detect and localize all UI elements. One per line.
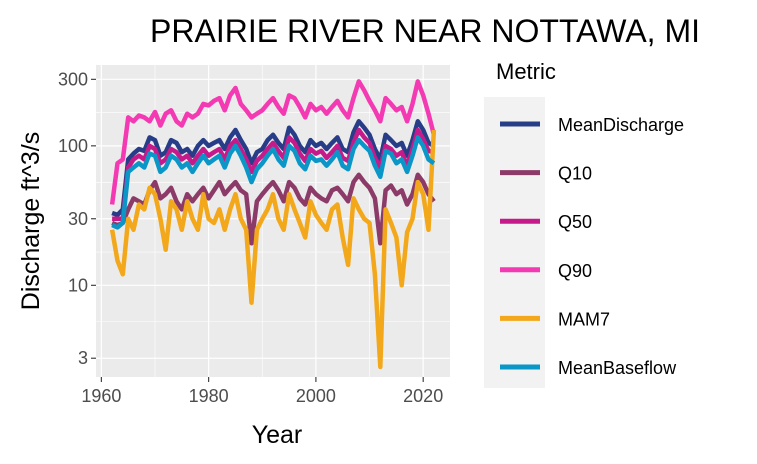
x-axis-title: Year <box>252 421 303 449</box>
legend-label-meandischarge: MeanDischarge <box>558 115 684 135</box>
x-tick-label: 1980 <box>189 386 229 406</box>
y-tick-label: 10 <box>68 275 88 295</box>
legend-label-q90: Q90 <box>558 261 592 281</box>
chart-title: PRAIRIE RIVER NEAR NOTTAWA, MI <box>150 13 700 49</box>
y-tick-label: 3 <box>78 348 88 368</box>
legend-label-meanbaseflow: MeanBaseflow <box>558 358 677 378</box>
series-line-mam7 <box>109 129 437 370</box>
x-tick-label: 2020 <box>403 386 443 406</box>
series-line-q10 <box>111 172 436 246</box>
series-lines <box>109 79 437 370</box>
y-tick-label: 30 <box>68 209 88 229</box>
y-axis: 3 10 30 100 300 <box>58 69 96 368</box>
legend-label-q10: Q10 <box>558 164 592 184</box>
x-tick-label: 2000 <box>296 386 336 406</box>
legend-label-mam7: MAM7 <box>558 309 610 329</box>
y-tick-label: 300 <box>58 69 88 89</box>
y-tick-label: 100 <box>58 136 88 156</box>
x-tick-label: 1960 <box>81 386 121 406</box>
series-line-q90 <box>109 79 437 205</box>
legend-label-q50: Q50 <box>558 212 592 232</box>
y-axis-title: Discharge ft^3/s <box>17 132 45 310</box>
series-line-meanbaseflow <box>111 135 436 230</box>
legend-title: Metric <box>496 59 556 84</box>
legend-background <box>484 97 545 388</box>
legend: MeanDischarge Q10 Q50 Q90 MAM7 MeanBaseflow <box>500 115 684 378</box>
x-axis: 1960 1980 2000 2020 <box>81 377 443 406</box>
